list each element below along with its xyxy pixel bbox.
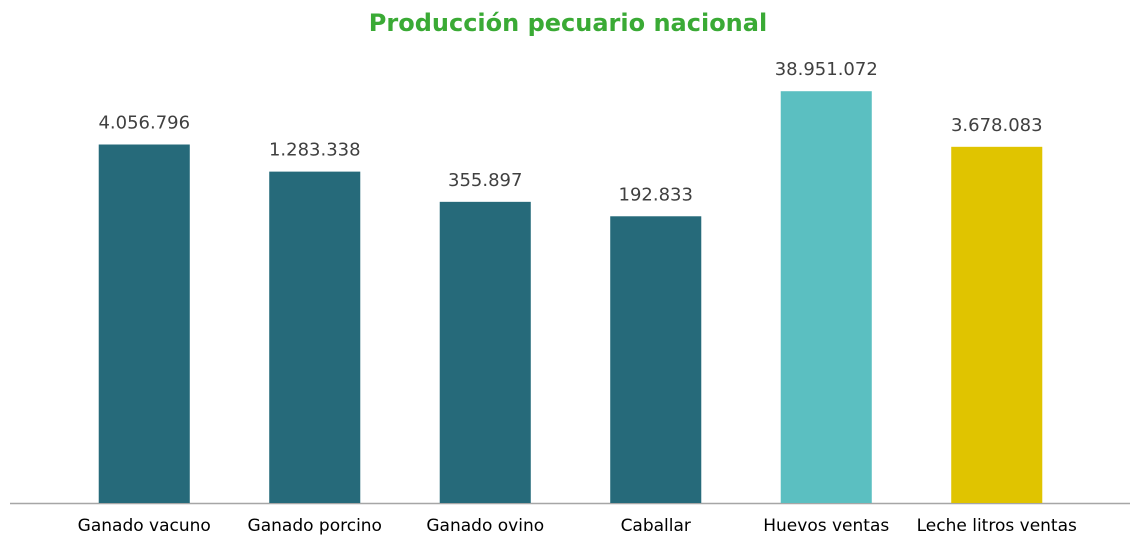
x-tick-label: Leche litros ventas bbox=[917, 516, 1077, 536]
bar bbox=[780, 91, 872, 503]
value-label: 192.833 bbox=[619, 184, 693, 205]
value-label: 3.678.083 bbox=[951, 115, 1043, 136]
value-label: 38.951.072 bbox=[775, 59, 878, 80]
chart-title: Producción pecuario nacional bbox=[369, 9, 767, 37]
bar bbox=[269, 171, 361, 503]
x-tick-label: Huevos ventas bbox=[763, 516, 889, 536]
value-label: 1.283.338 bbox=[269, 140, 361, 161]
bar bbox=[439, 201, 531, 504]
x-tick-label: Ganado porcino bbox=[248, 516, 382, 536]
bar bbox=[98, 144, 190, 504]
x-tick-label: Ganado ovino bbox=[426, 516, 544, 536]
value-label: 4.056.796 bbox=[98, 113, 190, 134]
bar bbox=[951, 146, 1043, 503]
value-label: 355.897 bbox=[448, 170, 522, 191]
x-tick-label: Ganado vacuno bbox=[78, 516, 211, 536]
x-tick-label: Caballar bbox=[621, 516, 691, 536]
bar bbox=[610, 216, 702, 503]
